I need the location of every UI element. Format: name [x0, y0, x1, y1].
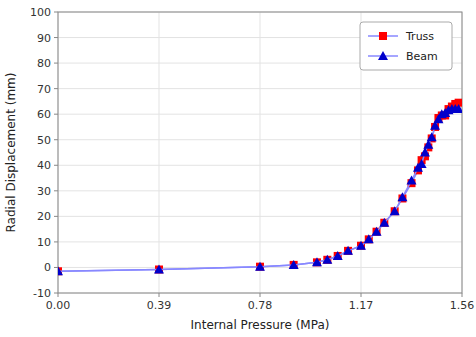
- x-tick: [260, 293, 261, 297]
- y-tick: [54, 63, 58, 64]
- y-tick-label: 100: [30, 6, 51, 19]
- point: [397, 192, 407, 201]
- y-grid-line: [58, 165, 462, 166]
- y-grid-line: [58, 216, 462, 217]
- point: [420, 148, 430, 157]
- point: [427, 132, 437, 141]
- y-tick: [54, 216, 58, 217]
- point: [417, 159, 427, 168]
- chart: 0.00 0.39 0.78 1.17 1.56 -10 0 10 20 30 40 50 60 70 80…: [0, 0, 476, 337]
- legend-label: Beam: [406, 50, 438, 63]
- x-tick-label: 0.78: [248, 299, 273, 312]
- x-tick-label: 1.17: [349, 299, 374, 312]
- series-line: [58, 103, 459, 272]
- series: [58, 99, 462, 276]
- point: [364, 234, 374, 243]
- y-grid-line: [58, 190, 462, 191]
- x-tick: [462, 293, 463, 297]
- point: [454, 104, 462, 113]
- y-axis-label: Radial Displacement (mm): [4, 73, 18, 233]
- point: [58, 266, 63, 275]
- y-tick: [54, 114, 58, 115]
- y-tick-label: 60: [37, 108, 51, 121]
- y-tick-label: 50: [37, 134, 51, 147]
- y-tick: [54, 165, 58, 166]
- plot-data: [58, 99, 462, 276]
- grid: [58, 12, 462, 293]
- point: [390, 206, 400, 215]
- y-tick-label: 20: [37, 210, 51, 223]
- x-tick-label: 0.39: [147, 299, 172, 312]
- y-grid-line: [58, 139, 462, 140]
- x-tick: [361, 293, 362, 297]
- y-tick-label: 30: [37, 185, 51, 198]
- plot-frame: [58, 12, 462, 293]
- x-tick: [159, 293, 160, 297]
- series-line: [58, 109, 459, 271]
- point: [343, 246, 353, 255]
- point: [255, 262, 265, 271]
- point: [423, 140, 433, 149]
- axes: 0.00 0.39 0.78 1.17 1.56 -10 0 10 20 30 40 50 60 70 80…: [30, 6, 474, 312]
- y-tick-label: 0: [44, 261, 51, 274]
- x-tick: [58, 293, 59, 297]
- point: [344, 247, 352, 255]
- x-grid-line: [159, 12, 160, 293]
- point: [407, 176, 417, 185]
- point: [391, 207, 399, 215]
- point: [289, 260, 299, 269]
- y-grid-line: [58, 114, 462, 115]
- y-tick: [54, 37, 58, 38]
- point: [312, 257, 322, 266]
- y-tick-label: 10: [37, 236, 51, 249]
- point: [322, 255, 332, 264]
- y-tick: [54, 241, 58, 242]
- background: [0, 0, 476, 337]
- legend-marker: [379, 32, 387, 40]
- y-tick-label: -10: [33, 287, 51, 300]
- x-tick-label: 0.00: [46, 299, 71, 312]
- y-tick: [54, 139, 58, 140]
- y-tick-label: 80: [37, 57, 51, 70]
- y-grid-line: [58, 88, 462, 89]
- point: [154, 264, 164, 273]
- x-tick-label: 1.56: [450, 299, 475, 312]
- point: [372, 227, 382, 236]
- x-axis-label: Internal Pressure (MPa): [191, 318, 330, 332]
- legend-label: Truss: [405, 30, 434, 43]
- legend: Truss Beam: [360, 22, 452, 70]
- y-tick-label: 40: [37, 159, 51, 172]
- series: [58, 104, 462, 275]
- point: [379, 218, 389, 227]
- y-tick: [54, 88, 58, 89]
- y-tick-label: 70: [37, 83, 51, 96]
- legend-marker: [378, 51, 388, 60]
- y-tick: [54, 12, 58, 13]
- legend-box: [360, 22, 452, 70]
- y-tick-label: 90: [37, 32, 51, 45]
- point: [334, 252, 342, 260]
- y-tick: [54, 293, 58, 294]
- y-tick: [54, 267, 58, 268]
- y-grid-line: [58, 241, 462, 242]
- point: [333, 251, 343, 260]
- x-grid-line: [260, 12, 261, 293]
- y-tick: [54, 190, 58, 191]
